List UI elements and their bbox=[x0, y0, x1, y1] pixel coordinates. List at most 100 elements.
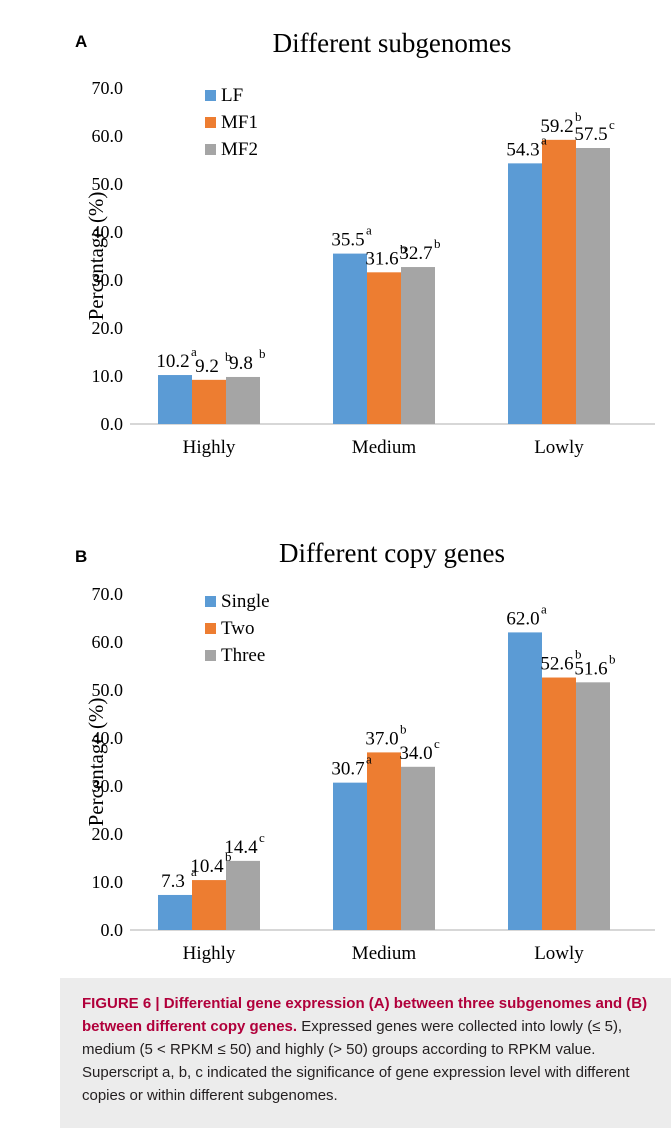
legend-swatch bbox=[205, 117, 216, 128]
bar-three-medium bbox=[401, 766, 435, 930]
x-tick-label: Highly bbox=[183, 437, 236, 458]
bar-lf-highly bbox=[158, 375, 192, 424]
data-label: 54.3 bbox=[506, 139, 539, 160]
bar-mf1-medium bbox=[367, 272, 401, 424]
figure-canvas: A Different subgenomes Percentage (%) 0.0 10… bbox=[75, 28, 655, 964]
bar-lf-lowly bbox=[508, 163, 542, 425]
x-tick-label: Medium bbox=[352, 437, 417, 458]
data-label-superscript: b bbox=[225, 349, 232, 364]
data-label: 62.0 bbox=[506, 608, 539, 629]
legend-swatch bbox=[205, 144, 216, 155]
y-tick-label: 10.0 bbox=[92, 366, 124, 386]
data-label-superscript: c bbox=[434, 736, 440, 751]
y-tick-label: 30.0 bbox=[92, 776, 124, 796]
x-tick-label: Lowly bbox=[534, 437, 584, 458]
x-tick-label: Medium bbox=[352, 943, 417, 964]
chart-panel-a: A Different subgenomes Percentage (%) 0.0 10… bbox=[75, 28, 655, 458]
y-tick-label: 0.0 bbox=[101, 414, 124, 434]
bar-single-lowly bbox=[508, 632, 542, 930]
y-tick-label: 40.0 bbox=[92, 222, 124, 242]
data-label: 59.2 bbox=[540, 116, 573, 137]
bar-mf2-highly bbox=[226, 376, 260, 424]
y-axis-label: Percentage (%) bbox=[84, 698, 108, 827]
y-tick-label: 60.0 bbox=[92, 126, 124, 146]
data-label: 7.3 bbox=[161, 871, 185, 892]
data-label-superscript: b bbox=[434, 236, 441, 251]
data-label-superscript: a bbox=[366, 752, 372, 767]
bar-mf1-highly bbox=[192, 379, 226, 424]
bar-single-medium bbox=[333, 782, 367, 930]
legend-label: Three bbox=[221, 645, 265, 666]
data-label-superscript: b bbox=[575, 109, 582, 124]
data-label: 32.7 bbox=[399, 243, 432, 264]
legend-label: MF2 bbox=[221, 139, 258, 160]
data-label: 35.5 bbox=[331, 230, 364, 251]
data-label-superscript: c bbox=[259, 830, 265, 845]
data-label-superscript: a bbox=[541, 132, 547, 147]
data-label: 30.7 bbox=[331, 759, 364, 780]
data-label: 9.2 bbox=[195, 356, 219, 377]
data-label-superscript: b bbox=[575, 647, 582, 662]
data-label: 57.5 bbox=[574, 124, 607, 145]
y-tick-label: 30.0 bbox=[92, 270, 124, 290]
bar-lf-medium bbox=[333, 253, 367, 424]
caption-title: FIGURE 6 | Differential gene expression … bbox=[82, 995, 648, 1035]
legend-swatch bbox=[205, 90, 216, 101]
bar-three-highly bbox=[226, 860, 260, 930]
y-tick-label: 70.0 bbox=[92, 584, 124, 604]
x-tick-label: Highly bbox=[183, 943, 236, 964]
caption-body: Expressed genes were collected into lowl… bbox=[82, 1018, 630, 1104]
legend-swatch bbox=[205, 596, 216, 607]
data-label-superscript: c bbox=[609, 117, 615, 132]
legend-swatch bbox=[205, 623, 216, 634]
y-tick-label: 50.0 bbox=[92, 174, 124, 194]
data-label-superscript: a bbox=[191, 864, 197, 879]
data-label: 10.4 bbox=[190, 856, 224, 877]
data-label-superscript: a bbox=[541, 601, 547, 616]
bar-two-lowly bbox=[542, 677, 576, 930]
data-label: 10.2 bbox=[156, 351, 189, 372]
bar-mf2-medium bbox=[401, 267, 435, 424]
y-tick-label: 0.0 bbox=[101, 920, 124, 940]
y-tick-label: 20.0 bbox=[92, 318, 124, 338]
y-tick-label: 70.0 bbox=[92, 78, 124, 98]
bar-single-highly bbox=[158, 894, 192, 930]
data-label: 9.8 bbox=[229, 353, 253, 374]
bar-three-lowly bbox=[576, 682, 610, 930]
chart-panel-b: B Different copy genes Percentage (%) 0.0 10… bbox=[75, 538, 655, 964]
bar-two-medium bbox=[367, 752, 401, 930]
data-label-superscript: a bbox=[191, 344, 197, 359]
data-label-superscript: b bbox=[225, 849, 232, 864]
data-label-superscript: a bbox=[366, 223, 372, 238]
y-tick-label: 20.0 bbox=[92, 824, 124, 844]
legend-label: Single bbox=[221, 591, 270, 612]
chart-title: Different subgenomes bbox=[273, 28, 512, 58]
data-label: 52.6 bbox=[540, 654, 573, 675]
y-tick-label: 50.0 bbox=[92, 680, 124, 700]
data-label-superscript: b bbox=[400, 241, 407, 256]
figure-caption: FIGURE 6 | Differential gene expression … bbox=[60, 978, 671, 1128]
y-tick-label: 40.0 bbox=[92, 728, 124, 748]
panel-letter: A bbox=[75, 32, 87, 51]
data-label: 34.0 bbox=[399, 743, 432, 764]
data-label-superscript: b bbox=[259, 346, 266, 361]
panel-letter: B bbox=[75, 547, 87, 566]
data-label: 31.6 bbox=[365, 248, 398, 269]
data-label: 37.0 bbox=[365, 728, 398, 749]
bar-mf1-lowly bbox=[542, 139, 576, 424]
bar-mf2-lowly bbox=[576, 148, 610, 424]
bar-two-highly bbox=[192, 880, 226, 930]
legend-label: LF bbox=[221, 85, 243, 106]
y-axis-label: Percentage (%) bbox=[84, 192, 108, 321]
y-tick-label: 10.0 bbox=[92, 872, 124, 892]
data-label-superscript: b bbox=[400, 721, 407, 736]
data-label: 51.6 bbox=[574, 658, 607, 679]
data-label-superscript: b bbox=[609, 651, 616, 666]
legend-label: Two bbox=[221, 618, 255, 639]
x-tick-label: Lowly bbox=[534, 943, 584, 964]
chart-title: Different copy genes bbox=[279, 538, 505, 568]
data-label: 14.4 bbox=[224, 837, 258, 858]
legend-swatch bbox=[205, 650, 216, 661]
legend-label: MF1 bbox=[221, 112, 258, 133]
y-tick-label: 60.0 bbox=[92, 632, 124, 652]
